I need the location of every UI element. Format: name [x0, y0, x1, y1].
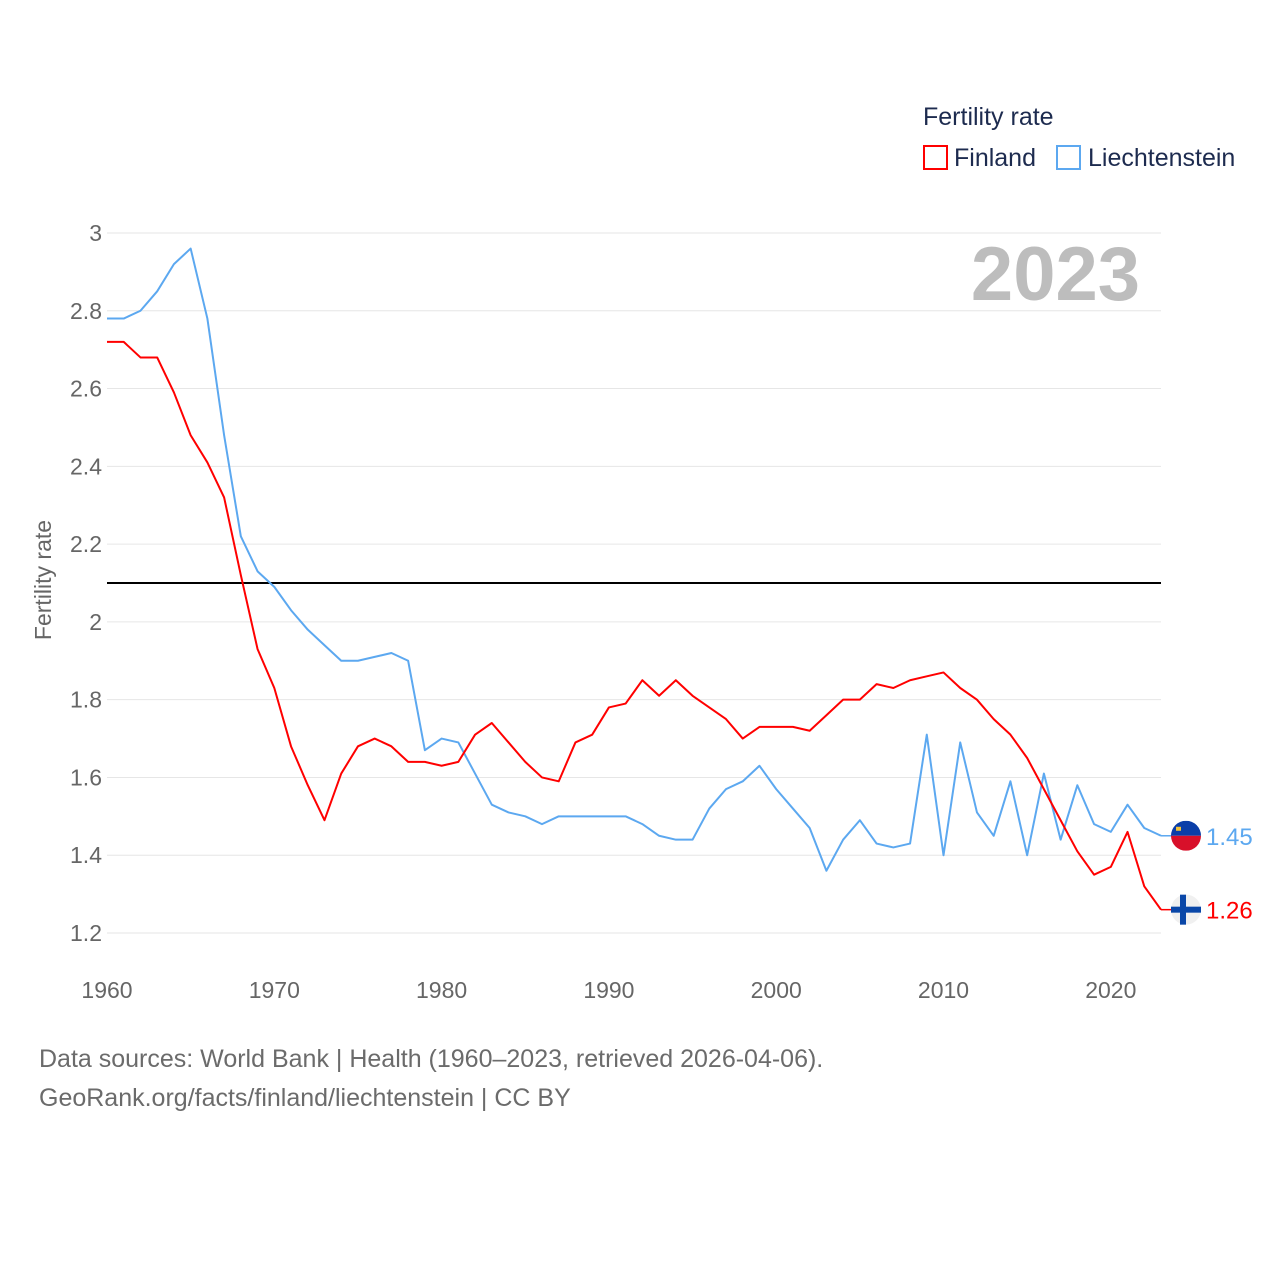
flag-liechtenstein-icon — [1171, 820, 1201, 851]
end-value-label-finland: 1.26 — [1206, 898, 1253, 925]
y-tick-label: 1.6 — [70, 764, 102, 790]
y-tick-label: 1.2 — [70, 920, 102, 946]
series-line-finland — [107, 340, 1162, 911]
flag-blue — [1171, 820, 1201, 836]
flag-red — [1171, 835, 1201, 851]
x-tick-label: 1990 — [583, 977, 634, 1003]
y-tick-label: 2.2 — [70, 531, 102, 557]
legend-item-liechtenstein[interactable]: Liechtenstein — [1056, 144, 1235, 172]
crown-icon — [1176, 826, 1181, 831]
y-tick-label: 2 — [89, 609, 102, 635]
y-tick-label: 2.8 — [70, 298, 102, 324]
series-line-liechtenstein — [107, 247, 1162, 872]
legend-swatch-liechtenstein — [1056, 145, 1081, 170]
year-watermark: 2023 — [971, 232, 1140, 317]
end-value-label-liechtenstein: 1.45 — [1206, 824, 1253, 851]
flag-cross-v — [1180, 894, 1186, 925]
y-tick-label: 1.8 — [70, 687, 102, 713]
x-tick-label: 1970 — [249, 977, 300, 1003]
legend-item-finland[interactable]: Finland — [923, 144, 1036, 172]
x-tick-label: 2010 — [918, 977, 969, 1003]
y-tick-label: 3 — [89, 220, 102, 246]
x-tick-label: 1960 — [81, 977, 132, 1003]
flag-finland-icon — [1171, 894, 1201, 925]
legend-label-liechtenstein: Liechtenstein — [1088, 144, 1235, 172]
y-axis-label: Fertility rate — [30, 520, 56, 640]
line-chart: 1.2 1.4 1.6 1.8 2 2.2 2.4 2.6 2.8 3 1960 1970 1980 19… — [30, 103, 1253, 1003]
x-tick-label: 1980 — [416, 977, 467, 1003]
legend-label-finland: Finland — [954, 144, 1036, 172]
legend-title: Fertility rate — [923, 103, 1054, 131]
footer-link[interactable]: GeoRank.org/facts/finland/liechtenstein … — [39, 1084, 571, 1112]
y-tick-label: 1.4 — [70, 842, 102, 868]
footer-source: Data sources: World Bank | Health (1960–… — [39, 1045, 824, 1073]
x-tick-label: 2000 — [751, 977, 802, 1003]
y-tick-label: 2.4 — [70, 453, 102, 479]
legend-swatch-finland — [923, 145, 948, 170]
x-tick-label: 2020 — [1085, 977, 1136, 1003]
y-tick-label: 2.6 — [70, 376, 102, 402]
